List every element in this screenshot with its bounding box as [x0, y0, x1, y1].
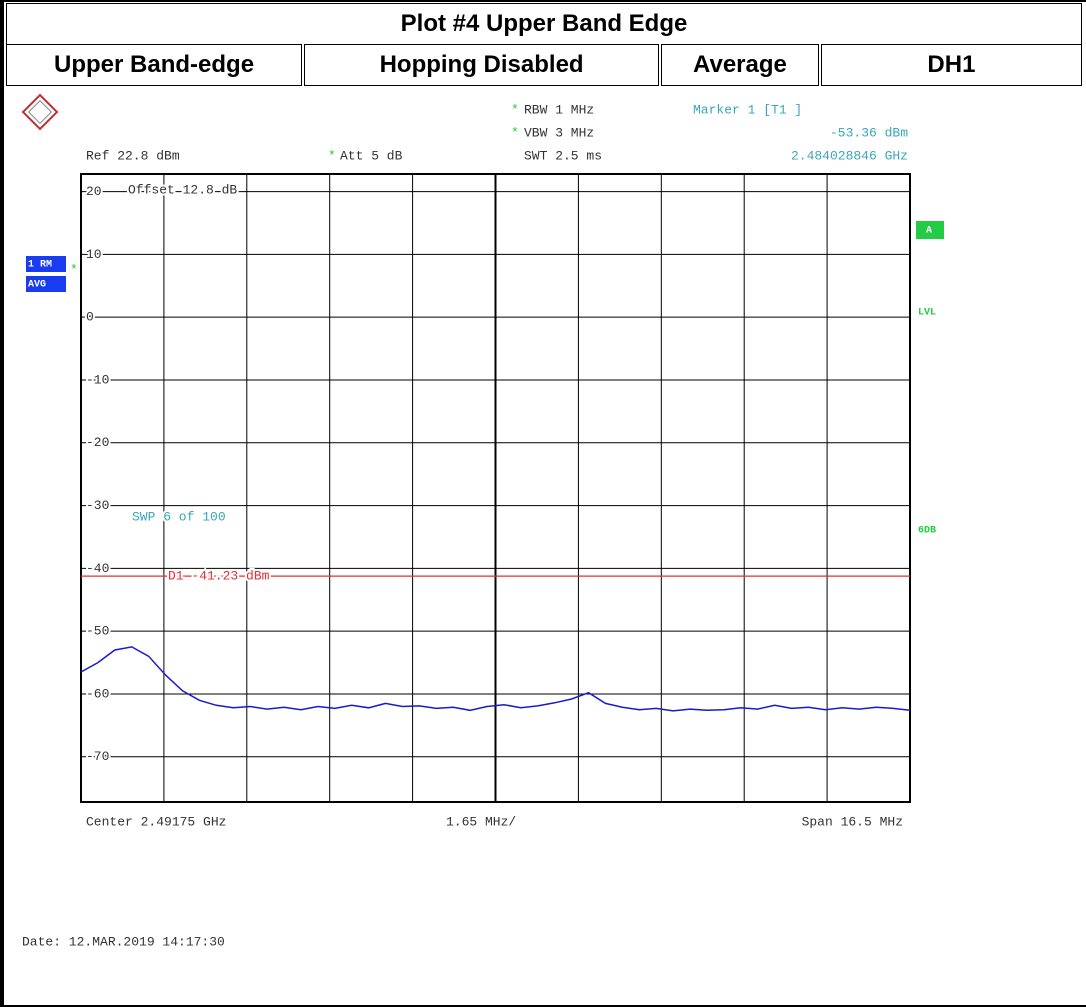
ref-level: Ref 22.8 dBm [86, 148, 180, 163]
per-division: 1.65 MHz/ [446, 814, 516, 829]
offset: Offset 12.8 dB [128, 182, 237, 197]
header-cell: Average [659, 44, 822, 86]
right-label: A [926, 226, 932, 237]
right-label-box [916, 221, 944, 239]
center-frequency: Center 2.49175 GHz [86, 814, 226, 829]
y-tick-label: -70 [86, 749, 109, 764]
header-table: Plot #4 Upper Band Edge Upper Band-edge … [6, 3, 1082, 86]
title: Plot #4 Upper Band Edge [6, 3, 1082, 45]
sweep-count: SWP 6 of 100 [132, 509, 226, 524]
right-label: LVL [918, 308, 936, 319]
marker-title: Marker 1 [T1 ] [693, 102, 802, 117]
side-label: AVG [28, 280, 46, 291]
star: * [70, 262, 78, 277]
y-tick-label: -30 [86, 498, 109, 513]
header-cell: Hopping Disabled [302, 44, 663, 86]
star: * [511, 102, 519, 117]
sweep-time: SWT 2.5 ms [524, 148, 602, 163]
y-tick-label: 10 [86, 247, 102, 262]
rbw: RBW 1 MHz [524, 102, 594, 117]
span: Span 16.5 MHz [802, 814, 903, 829]
side-label: 1 RM [28, 260, 52, 271]
y-tick-label: -10 [86, 372, 109, 387]
marker-level: -53.36 dBm [830, 125, 908, 140]
star: * [328, 148, 336, 163]
y-tick-label: -60 [86, 686, 109, 701]
y-tick-label: -20 [86, 435, 109, 450]
logo [21, 93, 59, 131]
star: * [511, 125, 519, 140]
y-tick-label: -40 [86, 561, 109, 576]
marker-frequency: 2.484028846 GHz [791, 148, 908, 163]
attenuation: Att 5 dB [340, 148, 403, 163]
vbw: VBW 3 MHz [524, 125, 594, 140]
y-tick-label: 0 [86, 310, 94, 325]
y-tick-label: 20 [86, 184, 102, 199]
date: Date: 12.MAR.2019 14:17:30 [22, 934, 225, 949]
display-line-label: D1 -41.23 dBm [168, 569, 270, 584]
side-label-box [26, 256, 66, 272]
side-label-box [26, 276, 66, 292]
header-cell: Upper Band-edge [6, 44, 306, 86]
header-cell: DH1 [819, 44, 1082, 86]
right-label: 6DB [918, 526, 936, 537]
y-tick-label: -50 [86, 624, 109, 639]
trace [80, 646, 911, 712]
